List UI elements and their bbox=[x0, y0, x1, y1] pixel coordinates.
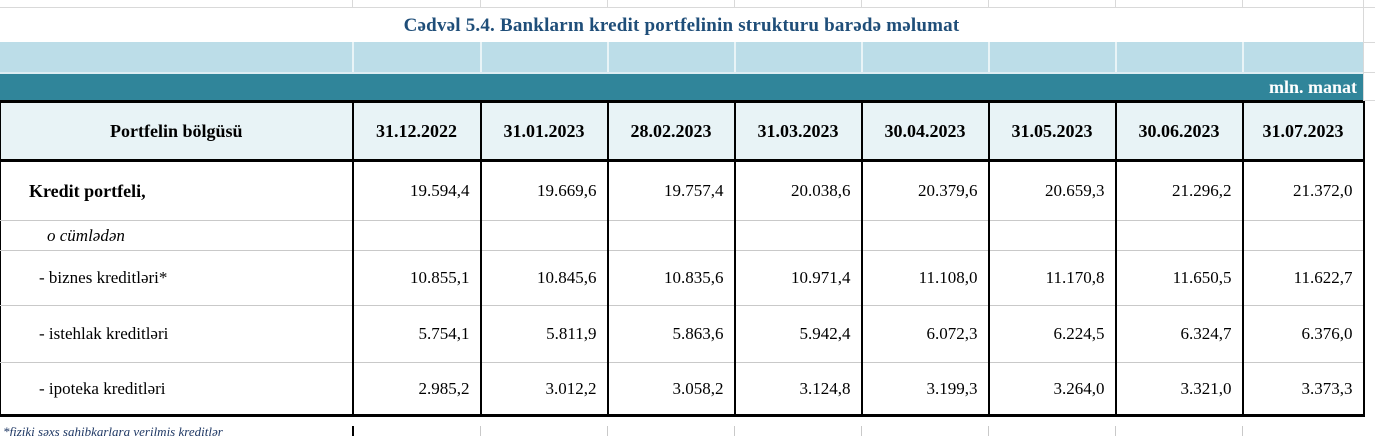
table-row-biznes-kreditleri: - biznes kreditləri* 10.855,1 10.845,6 1… bbox=[0, 250, 1364, 306]
gridline bbox=[1363, 0, 1364, 100]
cell-value[interactable]: 11.170,8 bbox=[987, 250, 1116, 306]
cell-value[interactable]: 2.985,2 bbox=[351, 362, 481, 416]
cell-value[interactable] bbox=[860, 220, 989, 251]
cell-value[interactable]: 3.124,8 bbox=[733, 362, 862, 416]
cell-value[interactable]: 20.379,6 bbox=[860, 160, 989, 221]
gridline bbox=[988, 0, 989, 8]
cell-value[interactable]: 5.754,1 bbox=[351, 305, 481, 363]
gridline bbox=[1115, 426, 1116, 436]
row-label[interactable]: o cümlədən bbox=[0, 220, 353, 251]
cell-value[interactable] bbox=[733, 220, 862, 251]
cell-value[interactable]: 21.372,0 bbox=[1241, 160, 1364, 221]
cell-value[interactable]: 10.855,1 bbox=[351, 250, 481, 306]
cell-value[interactable]: 3.012,2 bbox=[479, 362, 608, 416]
cell-value[interactable] bbox=[351, 220, 481, 251]
header-cell-date[interactable]: 31.05.2023 bbox=[987, 101, 1116, 162]
cell-value[interactable]: 3.321,0 bbox=[1114, 362, 1243, 416]
gridline bbox=[1242, 0, 1243, 8]
unit-label: mln. manat bbox=[1268, 76, 1357, 97]
cell-value[interactable] bbox=[987, 220, 1116, 251]
gridline bbox=[1363, 100, 1375, 101]
table-row-istehlak-kreditleri: - istehlak kreditləri 5.754,1 5.811,9 5.… bbox=[0, 305, 1364, 363]
gridline bbox=[734, 42, 736, 72]
cell-value[interactable]: 5.942,4 bbox=[733, 305, 862, 363]
row-label[interactable]: Kredit portfeli, bbox=[0, 160, 353, 221]
gridline bbox=[480, 0, 481, 8]
gridline bbox=[352, 426, 354, 436]
gridline bbox=[607, 42, 609, 72]
decorative-band-light bbox=[0, 42, 1363, 72]
cell-value[interactable] bbox=[479, 220, 608, 251]
table-row-kredit-portfeli: Kredit portfeli, 19.594,4 19.669,6 19.75… bbox=[0, 160, 1364, 221]
gridline bbox=[1363, 72, 1375, 73]
band-separator bbox=[0, 72, 1363, 74]
cell-value[interactable]: 19.594,4 bbox=[351, 160, 481, 221]
cell-value[interactable]: 19.669,6 bbox=[479, 160, 608, 221]
gridline bbox=[352, 42, 354, 72]
cell-value[interactable]: 6.324,7 bbox=[1114, 305, 1243, 363]
row-label[interactable]: - istehlak kreditləri bbox=[0, 305, 353, 363]
header-cell-date[interactable]: 28.02.2023 bbox=[606, 101, 735, 162]
gridline bbox=[480, 426, 481, 436]
page-title: Cədvəl 5.4. Bankların kredit portfelinin… bbox=[403, 14, 960, 36]
gridline bbox=[607, 426, 608, 436]
header-cell-date[interactable]: 30.04.2023 bbox=[860, 101, 989, 162]
cell-value[interactable]: 3.264,0 bbox=[987, 362, 1116, 416]
cell-value[interactable] bbox=[606, 220, 735, 251]
gridline bbox=[861, 0, 862, 8]
spreadsheet-grid-strip bbox=[0, 0, 1375, 8]
cell-value[interactable]: 6.224,5 bbox=[987, 305, 1116, 363]
gridline bbox=[734, 426, 735, 436]
gridline bbox=[352, 0, 353, 8]
header-cell-portfolio[interactable]: Portfelin bölgüsü bbox=[0, 101, 353, 162]
header-cell-date[interactable]: 31.03.2023 bbox=[733, 101, 862, 162]
gridline bbox=[1115, 0, 1116, 8]
row-label[interactable]: - ipoteka kreditləri bbox=[0, 362, 353, 416]
header-cell-date[interactable]: 31.12.2022 bbox=[351, 101, 481, 162]
gridline bbox=[1242, 42, 1244, 72]
row-label[interactable]: - biznes kreditləri* bbox=[0, 250, 353, 306]
cell-value[interactable]: 5.811,9 bbox=[479, 305, 608, 363]
cell-value[interactable]: 20.659,3 bbox=[987, 160, 1116, 221]
table-row-o-cumleden: o cümlədən bbox=[0, 220, 1364, 251]
cell-value[interactable] bbox=[1241, 220, 1364, 251]
cell-value[interactable]: 6.376,0 bbox=[1241, 305, 1364, 363]
gridline bbox=[480, 42, 482, 72]
cell-value[interactable]: 6.072,3 bbox=[860, 305, 989, 363]
footnote: *fiziki şəxs sahibkarlara verilmiş kredi… bbox=[3, 424, 223, 436]
cell-value[interactable]: 11.650,5 bbox=[1114, 250, 1243, 306]
cell-value[interactable] bbox=[1114, 220, 1243, 251]
gridline bbox=[1363, 42, 1375, 43]
gridline bbox=[734, 0, 735, 8]
header-cell-date[interactable]: 30.06.2023 bbox=[1114, 101, 1243, 162]
table-row-ipoteka-kreditleri: - ipoteka kreditləri 2.985,2 3.012,2 3.0… bbox=[0, 362, 1364, 416]
gridline bbox=[1115, 42, 1117, 72]
gridline bbox=[988, 426, 989, 436]
cell-value[interactable]: 10.835,6 bbox=[606, 250, 735, 306]
cell-value[interactable]: 3.058,2 bbox=[606, 362, 735, 416]
gridline bbox=[1242, 426, 1243, 436]
unit-band: mln. manat bbox=[0, 74, 1363, 100]
cell-value[interactable]: 11.622,7 bbox=[1241, 250, 1364, 306]
cell-value[interactable]: 3.373,3 bbox=[1241, 362, 1364, 416]
cell-value[interactable]: 11.108,0 bbox=[860, 250, 989, 306]
credit-portfolio-table: Portfelin bölgüsü 31.12.2022 31.01.2023 … bbox=[0, 100, 1365, 417]
gridline bbox=[861, 42, 863, 72]
cell-value[interactable]: 21.296,2 bbox=[1114, 160, 1243, 221]
gridline bbox=[607, 0, 608, 8]
cell-value[interactable]: 10.845,6 bbox=[479, 250, 608, 306]
cell-value[interactable]: 3.199,3 bbox=[860, 362, 989, 416]
cell-value[interactable]: 20.038,6 bbox=[733, 160, 862, 221]
cell-value[interactable]: 10.971,4 bbox=[733, 250, 862, 306]
header-cell-date[interactable]: 31.07.2023 bbox=[1241, 101, 1364, 162]
cell-value[interactable]: 19.757,4 bbox=[606, 160, 735, 221]
table-header-row: Portfelin bölgüsü 31.12.2022 31.01.2023 … bbox=[0, 101, 1364, 162]
cell-value[interactable]: 5.863,6 bbox=[606, 305, 735, 363]
gridline bbox=[861, 426, 862, 436]
header-cell-date[interactable]: 31.01.2023 bbox=[479, 101, 608, 162]
table-title-row: Cədvəl 5.4. Bankların kredit portfelinin… bbox=[0, 9, 1363, 42]
gridline bbox=[988, 42, 990, 72]
